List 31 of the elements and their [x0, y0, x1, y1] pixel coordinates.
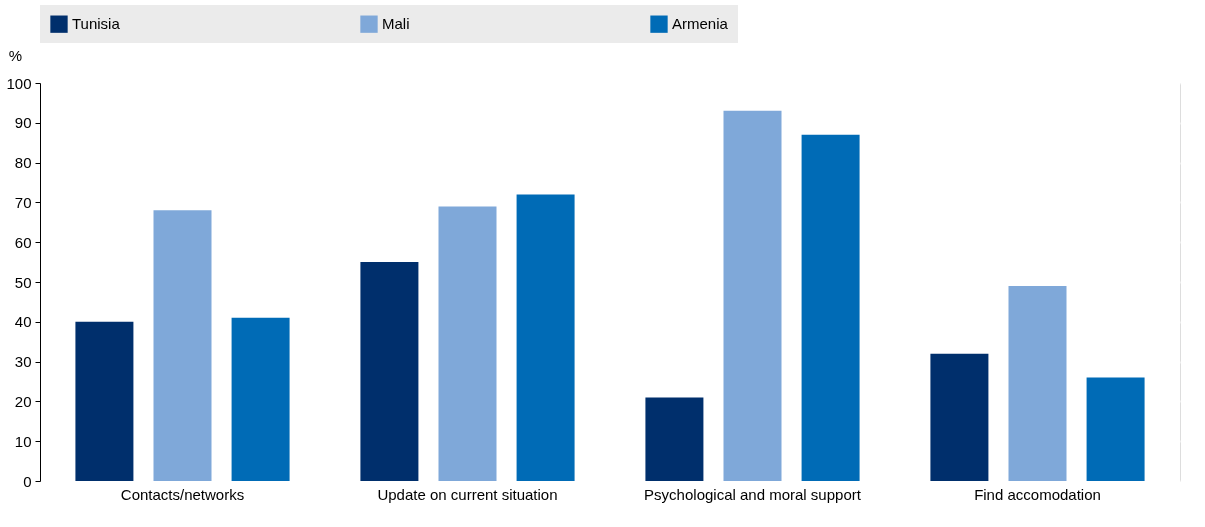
bar	[360, 262, 419, 481]
y-tick-label: 20	[14, 392, 32, 410]
bar	[723, 110, 782, 481]
y-tick-label: 40	[14, 313, 32, 331]
bar	[1086, 377, 1145, 481]
y-tick-label: 50	[14, 273, 32, 291]
bar	[75, 321, 134, 481]
legend-label: Tunisia	[72, 15, 121, 33]
bar	[645, 397, 704, 481]
bar	[1008, 285, 1067, 481]
legend-label: Mali	[382, 15, 410, 33]
bar	[231, 317, 290, 481]
legend-label: Armenia	[672, 15, 729, 33]
y-tick-label: 70	[14, 193, 32, 211]
bar	[516, 194, 575, 481]
y-tick-label: 60	[14, 233, 32, 251]
y-tick-label: 30	[14, 353, 32, 371]
y-tick-label: 10	[14, 432, 32, 450]
bar	[801, 134, 860, 481]
y-axis-title: %	[8, 46, 23, 64]
x-tick-label: Psychological and moral support	[644, 485, 862, 503]
bar	[930, 353, 989, 481]
bar	[153, 210, 212, 481]
y-tick-label: 0	[23, 472, 32, 490]
y-tick-label: 80	[14, 154, 32, 172]
x-tick-label: Update on current situation	[377, 485, 558, 503]
x-tick-label: Find accomodation	[974, 485, 1101, 503]
y-tick-label: 100	[6, 74, 32, 92]
y-tick-label: 90	[14, 114, 32, 132]
bar	[438, 206, 497, 481]
x-tick-label: Contacts/networks	[120, 485, 245, 503]
